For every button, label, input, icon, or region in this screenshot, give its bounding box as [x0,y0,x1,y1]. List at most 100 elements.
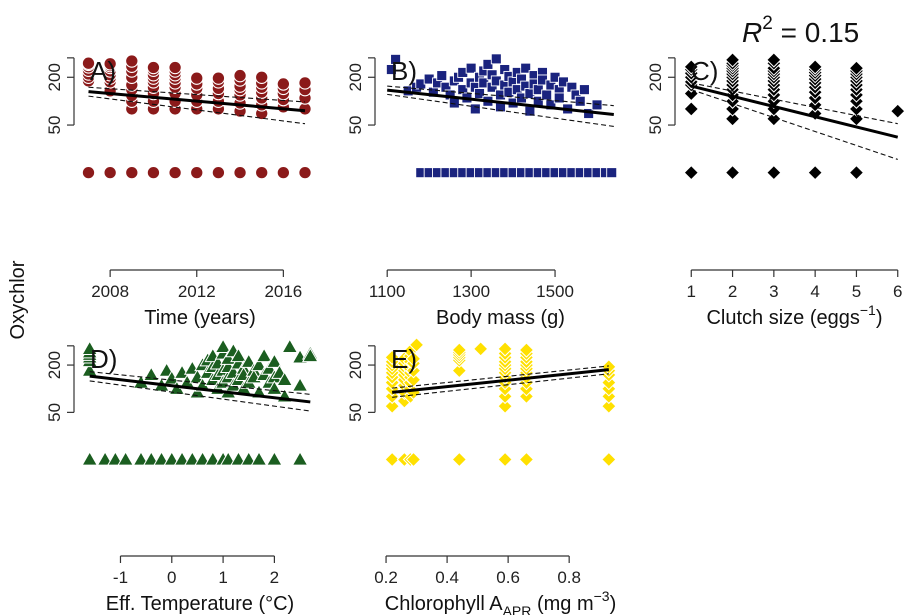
data-point [183,451,201,466]
data-point [276,77,291,91]
data-point [146,165,161,180]
data-point [408,337,425,353]
y-tick-label: 200 [45,63,64,91]
data-point [405,451,422,468]
x-tick-label: 6 [893,282,902,301]
data-point [276,165,291,180]
data-point [497,451,513,468]
panel-3: 1 2 3 4 5 6 50 200 Clutch size (eggs−1) C) [646,52,906,329]
data-point [153,451,170,466]
data-point [724,164,741,181]
y-tick-label: 200 [646,63,665,91]
data-point [490,53,502,65]
data-point [106,451,124,466]
data-point [601,451,617,468]
data-point [472,341,489,357]
data-point [298,165,312,180]
x-tick-label: 0.8 [557,568,581,587]
panel-2: 1100 1300 1500 50 200 Body mass (g) B) [346,53,618,329]
confidence-upper-line [89,371,311,395]
panel-4: -1 0 1 2 50 200 Eff. Temperature (°C) D) [45,338,319,615]
x-tick-label: 4 [810,282,819,301]
data-point [497,341,513,357]
x-axis-label-superscript: −1 [860,302,876,318]
confidence-lower-line [392,373,609,398]
data-point [125,54,139,68]
panel-1: 2008 2012 2016 50 200 Time (years) A) [45,54,312,329]
regression-line [89,374,311,404]
data-point [298,76,312,90]
regression-line [391,368,610,394]
y-tick-label: 200 [346,63,365,91]
confidence-lower-line [691,89,898,160]
data-point [240,353,258,368]
x-tick-label: 1 [687,282,696,301]
panel-label: E) [391,344,417,374]
data-point [520,62,532,74]
x-axis-label: Body mass (g) [436,307,565,329]
y-tick-label: 50 [45,116,64,135]
x-tick-label: 1 [218,568,227,587]
data-point [518,342,535,358]
x-axis-label-main: Time (years) [144,307,255,329]
panel-5: 0.2 0.4 0.6 0.8 50 200 Chlorophyll AAPR (mg m−… [346,337,617,615]
data-point [601,398,617,414]
data-point [168,60,182,75]
data-point [451,362,468,379]
data-point [405,351,422,367]
data-point [384,451,400,468]
y-tick-label: 50 [346,116,365,135]
data-point [266,380,283,395]
x-tick-label: -1 [113,568,128,587]
x-axis-label-end: ) [876,307,883,329]
data-point [465,62,477,74]
data-point [250,451,268,466]
data-point [766,164,782,181]
data-point [254,165,269,180]
data-point [250,356,268,372]
x-tick-label: 0.4 [435,568,459,587]
data-point [724,52,741,68]
data-point [291,377,309,392]
x-axis-label: Clutch size (eggs−1) [706,302,882,329]
data-point [214,338,232,353]
data-point [142,451,160,466]
data-point [848,60,865,76]
confidence-upper-line [691,82,898,125]
data-point [683,101,699,117]
data-point [103,57,117,71]
data-point [146,60,161,75]
x-axis-label: Chlorophyll AAPR (mg m−3) [385,588,617,615]
r-squared-symbol: R [742,17,762,48]
data-point [255,347,273,363]
data-point [451,342,468,358]
data-point [266,451,283,466]
x-axis-label-main: Clutch size (eggs [706,307,859,329]
data-point [219,451,237,466]
data-point [436,70,448,82]
data-point [807,59,823,75]
data-point [591,99,603,111]
data-point [469,103,481,115]
confidence-lower-line [89,380,311,412]
data-point [766,52,782,68]
data-point [384,349,400,366]
data-point [541,89,553,101]
panel-label: D) [90,344,117,374]
data-point [81,340,99,356]
y-tick-label: 50 [646,116,665,135]
data-point [194,451,211,466]
x-tick-label: 1300 [452,282,490,301]
data-point [385,64,397,75]
data-point [96,451,114,466]
x-tick-label: 3 [769,282,778,301]
x-axis-label-main: Chlorophyll A [385,593,504,615]
data-point [173,451,191,466]
regression-line [387,88,614,117]
data-point [211,165,226,180]
data-point [240,451,258,466]
y-axis-label: Oxychlor [7,260,29,339]
confidence-upper-line [88,86,306,103]
data-point [807,164,823,181]
data-point [81,165,96,180]
